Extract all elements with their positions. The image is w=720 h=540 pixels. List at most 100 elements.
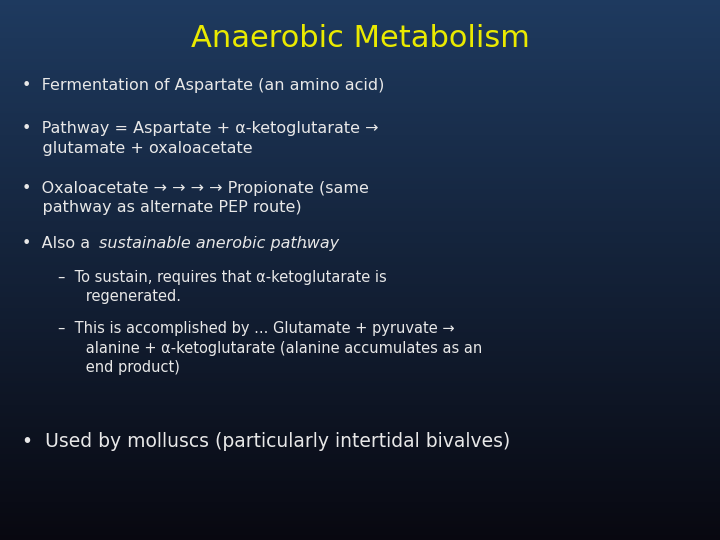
Bar xyxy=(0,119,720,122)
Text: •  Pathway = Aspartate + α-ketoglutarate →
    glutamate + oxaloacetate: • Pathway = Aspartate + α-ketoglutarate … xyxy=(22,122,378,156)
Bar xyxy=(0,97,720,100)
Bar xyxy=(0,38,720,40)
Text: .: . xyxy=(302,236,307,251)
Bar xyxy=(0,24,720,27)
Bar xyxy=(0,238,720,240)
Bar xyxy=(0,516,720,518)
Bar xyxy=(0,302,720,305)
Text: –  To sustain, requires that α-ketoglutarate is
      regenerated.: – To sustain, requires that α-ketoglutar… xyxy=(58,270,387,304)
Bar xyxy=(0,30,720,32)
Bar xyxy=(0,148,720,151)
Bar xyxy=(0,389,720,392)
Bar xyxy=(0,92,720,94)
Bar xyxy=(0,451,720,454)
Bar xyxy=(0,275,720,278)
Bar xyxy=(0,167,720,170)
Bar xyxy=(0,219,720,221)
Bar xyxy=(0,213,720,216)
Bar xyxy=(0,346,720,348)
Bar xyxy=(0,475,720,478)
Bar xyxy=(0,319,720,321)
Bar xyxy=(0,432,720,435)
Bar xyxy=(0,418,720,421)
Bar xyxy=(0,338,720,340)
Bar xyxy=(0,248,720,251)
Bar xyxy=(0,35,720,38)
Bar xyxy=(0,232,720,235)
Bar xyxy=(0,32,720,35)
Bar xyxy=(0,435,720,437)
Bar xyxy=(0,5,720,8)
Bar xyxy=(0,3,720,5)
Bar xyxy=(0,81,720,84)
Bar xyxy=(0,462,720,464)
Bar xyxy=(0,513,720,516)
Bar xyxy=(0,105,720,108)
Bar xyxy=(0,478,720,481)
Text: Anaerobic Metabolism: Anaerobic Metabolism xyxy=(191,24,529,53)
Bar xyxy=(0,265,720,267)
Bar xyxy=(0,65,720,68)
Bar xyxy=(0,178,720,181)
Bar xyxy=(0,78,720,81)
Bar xyxy=(0,108,720,111)
Bar xyxy=(0,286,720,289)
Bar xyxy=(0,383,720,386)
Bar xyxy=(0,140,720,143)
Text: sustainable anerobic pathway: sustainable anerobic pathway xyxy=(99,236,339,251)
Bar xyxy=(0,124,720,127)
Bar xyxy=(0,505,720,508)
Bar xyxy=(0,313,720,316)
Bar xyxy=(0,310,720,313)
Bar xyxy=(0,297,720,300)
Bar xyxy=(0,483,720,486)
Bar xyxy=(0,321,720,324)
Bar xyxy=(0,221,720,224)
Bar xyxy=(0,281,720,284)
Bar xyxy=(0,246,720,248)
Bar xyxy=(0,135,720,138)
Bar xyxy=(0,464,720,467)
Bar xyxy=(0,235,720,238)
Bar xyxy=(0,94,720,97)
Bar xyxy=(0,364,720,367)
Bar xyxy=(0,472,720,475)
Bar xyxy=(0,11,720,14)
Bar xyxy=(0,84,720,86)
Bar xyxy=(0,208,720,211)
Bar xyxy=(0,194,720,197)
Bar xyxy=(0,143,720,146)
Bar xyxy=(0,497,720,500)
Bar xyxy=(0,240,720,243)
Bar xyxy=(0,413,720,416)
Bar xyxy=(0,165,720,167)
Bar xyxy=(0,348,720,351)
Bar xyxy=(0,294,720,297)
Bar xyxy=(0,375,720,378)
Bar xyxy=(0,378,720,381)
Bar xyxy=(0,57,720,59)
Bar xyxy=(0,49,720,51)
Bar xyxy=(0,170,720,173)
Bar xyxy=(0,27,720,30)
Bar xyxy=(0,59,720,62)
Bar xyxy=(0,186,720,189)
Bar xyxy=(0,40,720,43)
Bar xyxy=(0,381,720,383)
Bar xyxy=(0,405,720,408)
Bar xyxy=(0,189,720,192)
Bar xyxy=(0,289,720,292)
Bar xyxy=(0,386,720,389)
Bar xyxy=(0,122,720,124)
Bar xyxy=(0,146,720,148)
Bar xyxy=(0,500,720,502)
Bar xyxy=(0,273,720,275)
Bar xyxy=(0,162,720,165)
Bar xyxy=(0,205,720,208)
Bar xyxy=(0,151,720,154)
Bar xyxy=(0,68,720,70)
Bar xyxy=(0,202,720,205)
Bar xyxy=(0,256,720,259)
Bar xyxy=(0,362,720,364)
Bar xyxy=(0,54,720,57)
